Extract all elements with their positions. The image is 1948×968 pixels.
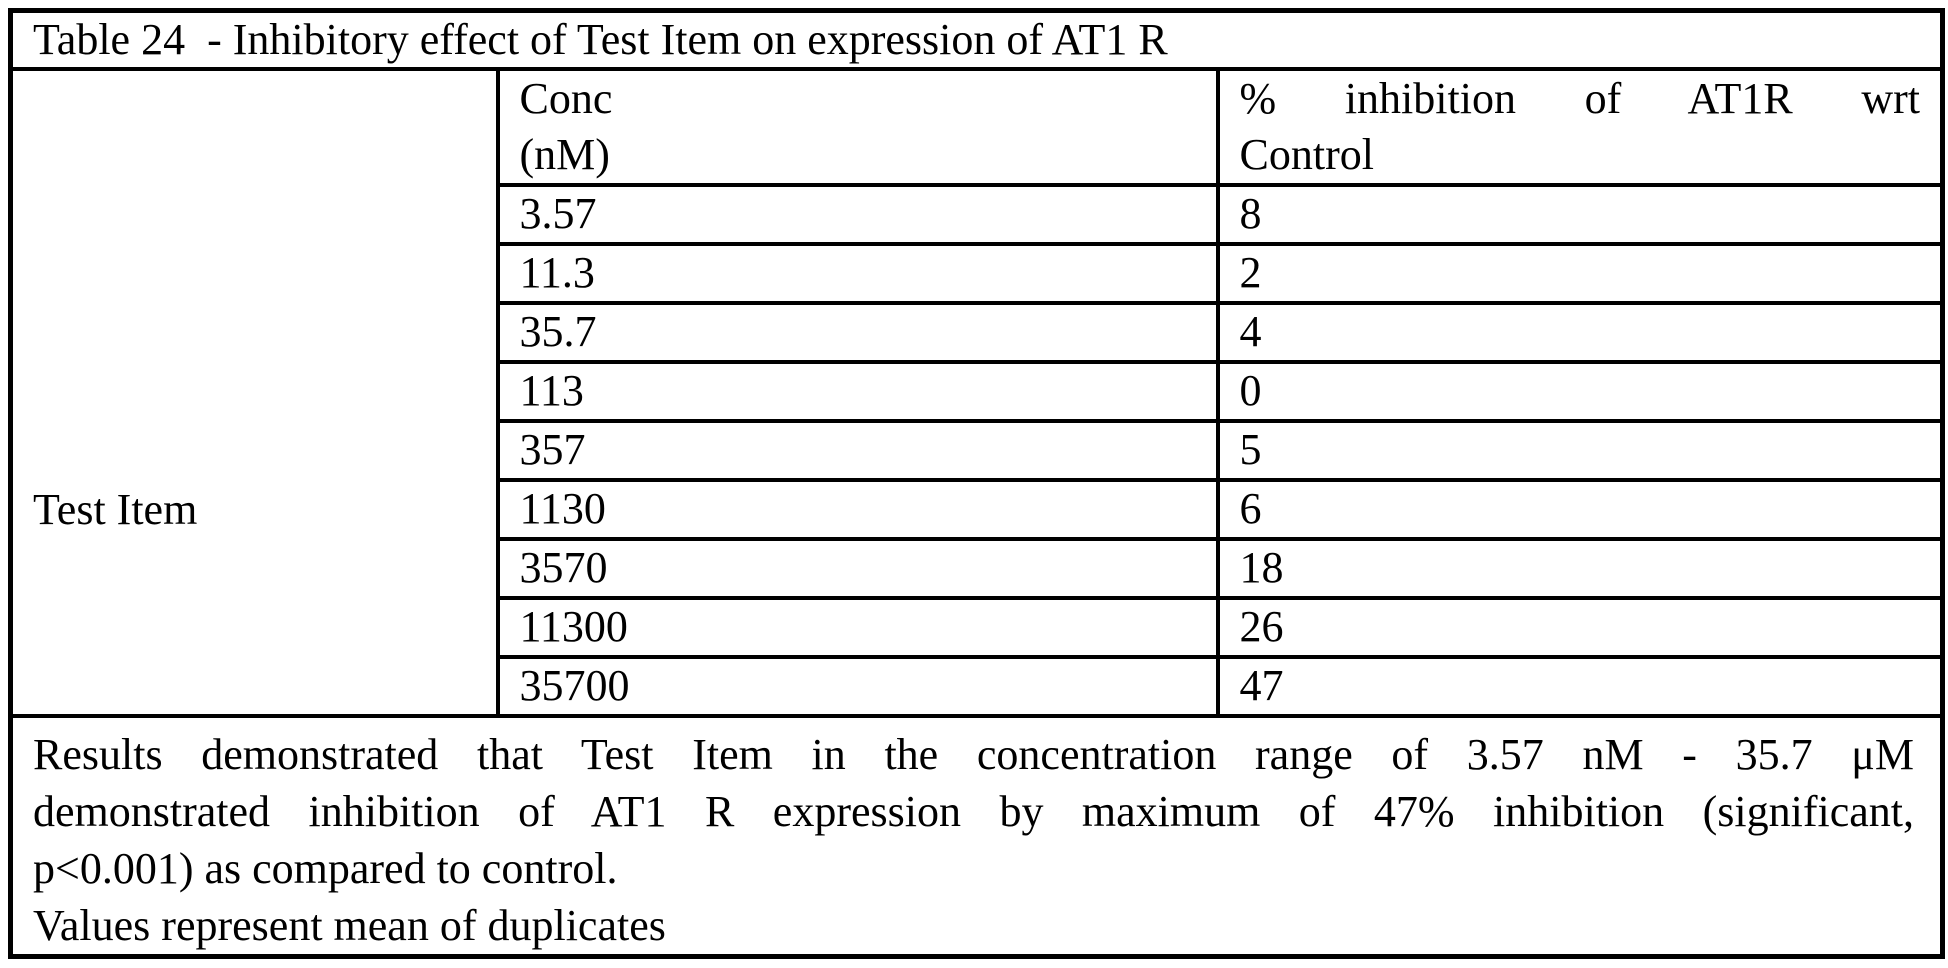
test-item-cell: Test Item — [8, 66, 500, 718]
results-summary-line2: demonstrated inhibition of AT1 R express… — [33, 786, 1914, 836]
inhibition-cell: 2 — [1215, 241, 1945, 305]
conc-cell: 1130 — [495, 477, 1220, 541]
conc-header-line2: (nM) — [519, 129, 610, 179]
table-title: Table 24 - Inhibitory effect of Test Ite… — [8, 8, 1945, 71]
conc-header-line1: Conc — [519, 73, 613, 123]
table-title-row: Table 24 - Inhibitory effect of Test Ite… — [8, 8, 1945, 71]
test-item-label: Test Item — [33, 485, 198, 534]
table-row: 11.3 2 — [11, 241, 1945, 305]
conc-cell: 35700 — [495, 654, 1220, 718]
results-summary-line3: p<0.001) as compared to control. — [33, 843, 618, 893]
table-footer-row: Results demonstrated that Test Item in t… — [8, 713, 1945, 958]
table-row: 35700 47 — [11, 654, 1945, 718]
inhibition-cell: 8 — [1215, 182, 1945, 246]
table-row: 3.57 8 — [11, 182, 1945, 246]
at1r-inhibition-table: Table 24 - Inhibitory effect of Test Ite… — [8, 8, 1945, 959]
inhibition-cell: 6 — [1215, 477, 1945, 541]
inhibition-cell: 47 — [1215, 654, 1945, 718]
table-row: 3570 18 — [11, 536, 1945, 600]
column-header-inhibition: % inhibition of AT1R wrt Control — [1215, 66, 1945, 187]
conc-cell: 113 — [495, 359, 1220, 423]
conc-cell: 11.3 — [495, 241, 1220, 305]
table-header-row: Test Item Conc (nM) % inhibition of AT1R… — [8, 66, 1945, 718]
values-note: Values represent mean of duplicates — [33, 900, 666, 950]
conc-cell: 11300 — [495, 595, 1220, 659]
table-row: 357 5 — [11, 418, 1945, 482]
column-header-conc: Conc (nM) — [495, 66, 1220, 187]
results-summary-cell: Results demonstrated that Test Item in t… — [8, 713, 1945, 958]
table-row: 11300 26 — [11, 595, 1945, 659]
table-row: 113 0 — [11, 359, 1945, 423]
conc-cell: 35.7 — [495, 300, 1220, 364]
conc-cell: 357 — [495, 418, 1220, 482]
inhibition-cell: 0 — [1215, 359, 1945, 423]
inhibition-cell: 18 — [1215, 536, 1945, 600]
table-row: 1130 6 — [11, 477, 1945, 541]
conc-cell: 3570 — [495, 536, 1220, 600]
inhibition-header-line1: % inhibition of AT1R wrt — [1239, 73, 1921, 123]
inhibition-cell: 4 — [1215, 300, 1945, 364]
table-row: 35.7 4 — [11, 300, 1945, 364]
inhibition-cell: 26 — [1215, 595, 1945, 659]
conc-cell: 3.57 — [495, 182, 1220, 246]
inhibition-header-line2: Control — [1239, 129, 1374, 179]
inhibition-cell: 5 — [1215, 418, 1945, 482]
results-summary-line1: Results demonstrated that Test Item in t… — [33, 729, 1914, 779]
